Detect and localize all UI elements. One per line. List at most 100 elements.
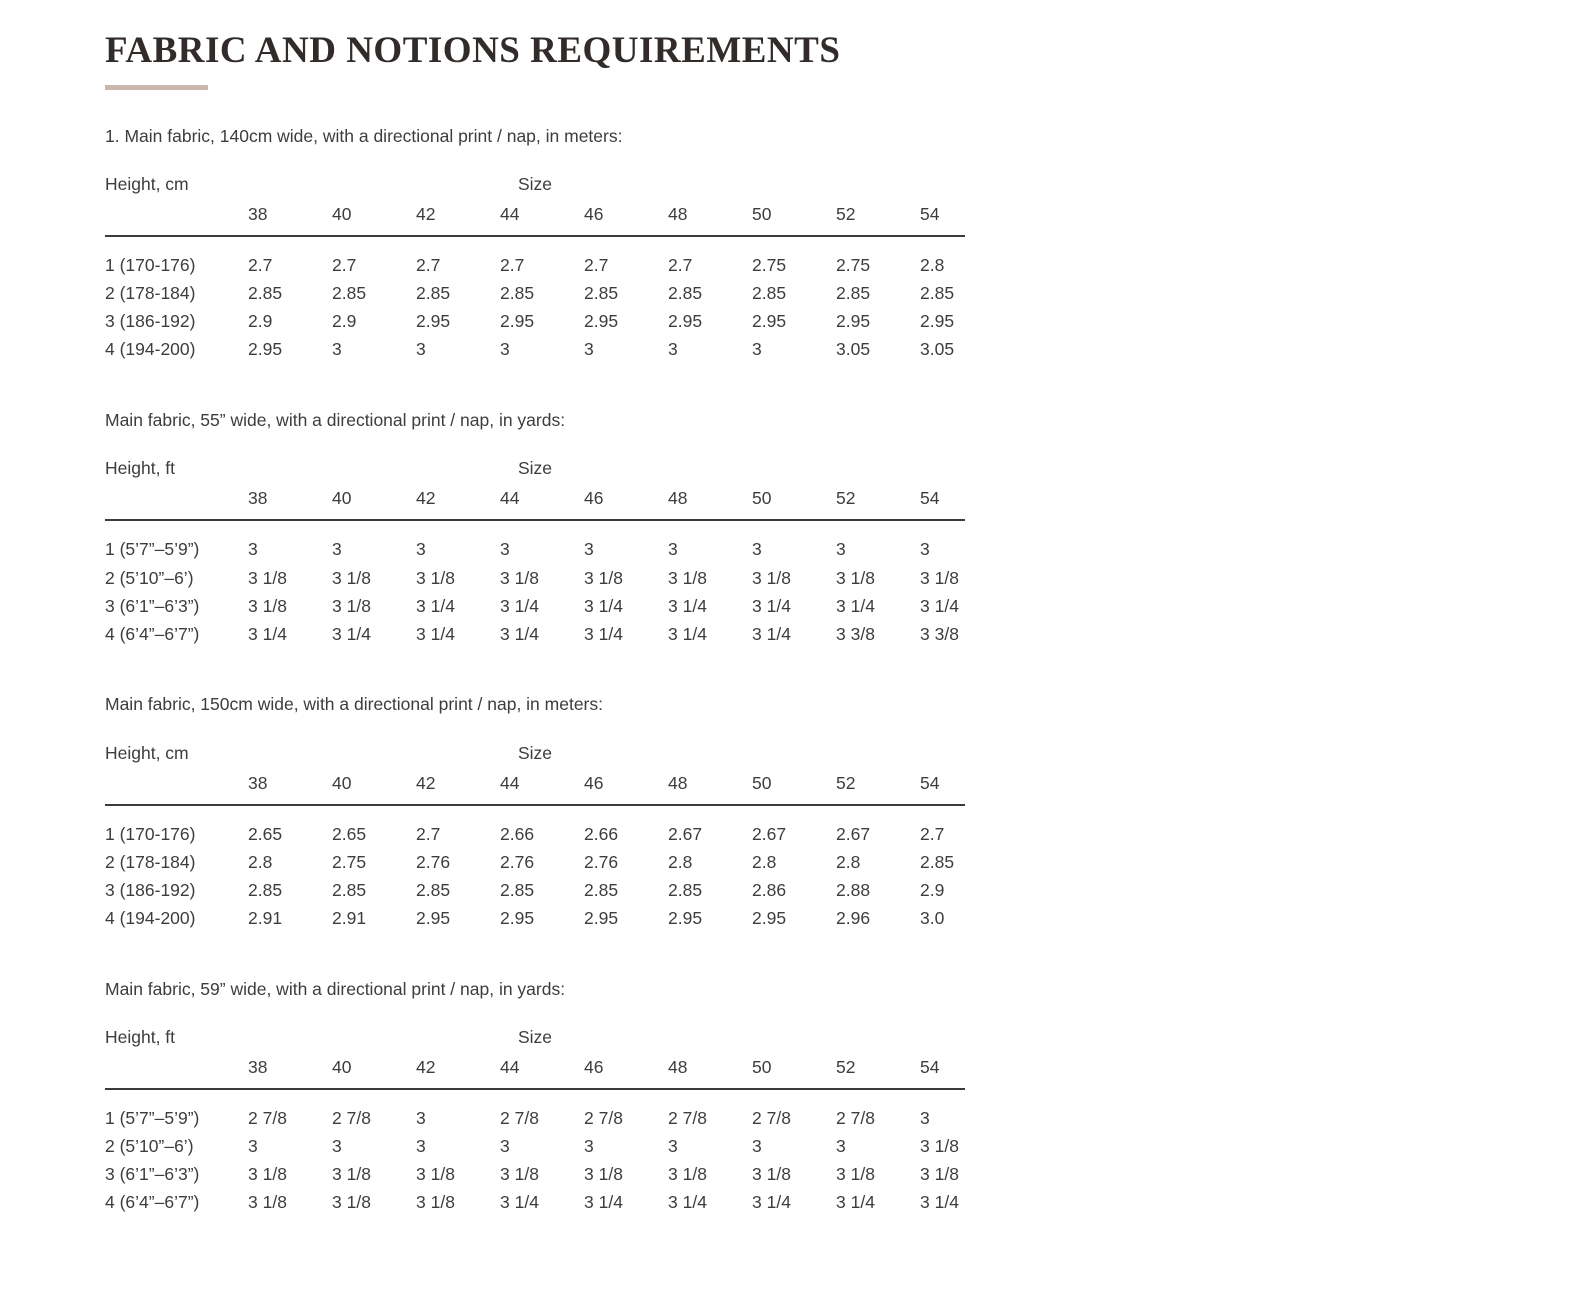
value-cell: 2.7 [416,255,441,276]
value-cell: 3 1/4 [752,623,791,644]
table-body: 1 (5’7”–5’9”) 2 7/8 2 7/8 3 2 7/8 2 7/8 2 7/8 2… [105,1089,965,1217]
size-header-cell: 42 [416,1055,500,1091]
value-cell: 3 1/8 [668,1164,707,1185]
size-header-cell: 44 [500,1055,584,1091]
value-cell: 3 1/4 [416,623,455,644]
size-header-row: 38 40 42 44 46 48 50 52 54 [105,486,965,522]
size-header-cell: 42 [416,770,500,806]
value-cell: 3 1/4 [668,1192,707,1213]
size-header-cell: 40 [332,202,416,238]
table-header-line: Height, cm Size [105,174,965,202]
value-cell: 2.95 [920,311,955,332]
value-cell: 2.67 [668,823,703,844]
value-cell: 2.95 [416,311,451,332]
height-label: Height, cm [105,742,189,763]
size-header-row: 38 40 42 44 46 48 50 52 54 [105,770,965,806]
value-cell: 2.95 [752,908,787,929]
fabric-requirements-section: Main fabric, 59” wide, with a directiona… [105,977,1588,1217]
value-cell: 2.76 [416,851,451,872]
size-header-cell: 52 [836,1055,920,1091]
value-cell: 2 7/8 [500,1108,539,1129]
size-header-cell: 46 [584,770,668,806]
value-cell: 2.75 [752,255,787,276]
value-cell: 2.91 [332,908,367,929]
value-cell: 3 1/4 [752,595,791,616]
size-header-cell: 52 [836,770,920,806]
value-cell: 2.7 [920,823,945,844]
value-cell: 2.86 [752,879,787,900]
size-label: Size [517,174,553,195]
value-cell: 3 [416,1136,426,1157]
height-label: Height, ft [105,1027,176,1048]
table-row: 3 (186-192) 2.85 2.85 2.85 2.85 2.85 2.85 2.86 2… [105,876,965,904]
section-intro: Main fabric, 59” wide, with a directiona… [105,978,566,999]
value-cell: 2.8 [752,851,777,872]
value-cell: 2.96 [836,908,871,929]
size-header-cell: 48 [668,486,752,522]
value-cell: 2.91 [248,908,283,929]
height-column-spacer [105,202,248,238]
size-header-cell: 48 [668,770,752,806]
value-cell: 2.95 [752,311,787,332]
value-cell: 3 1/4 [920,595,959,616]
value-cell: 3 1/8 [248,567,287,588]
value-cell: 3 3/8 [920,623,959,644]
value-cell: 3 [416,339,426,360]
value-cell: 3 [248,539,258,560]
size-header-cell: 50 [752,202,836,238]
value-cell: 2.8 [668,851,693,872]
table-row: 1 (170-176) 2.65 2.65 2.7 2.66 2.66 2.67 2.67 2.… [105,805,965,849]
size-header-cell: 54 [920,486,965,522]
value-cell: 2.95 [584,311,619,332]
value-cell: 3 [500,539,510,560]
height-range-cell: 2 (178-184) [105,851,196,872]
value-cell: 2.9 [248,311,273,332]
value-cell: 3 1/4 [836,595,875,616]
value-cell: 3 1/4 [584,1192,623,1213]
value-cell: 3 [416,1108,426,1129]
size-header-cell: 40 [332,770,416,806]
value-cell: 2.95 [668,311,703,332]
value-cell: 3 1/4 [500,623,539,644]
value-cell: 3 [836,539,846,560]
value-cell: 2 7/8 [668,1108,707,1129]
value-cell: 3 1/8 [500,1164,539,1185]
size-header-cell: 52 [836,486,920,522]
page-title: FABRIC AND NOTIONS REQUIREMENTS [105,30,841,71]
value-cell: 2.95 [500,311,535,332]
value-cell: 3 1/8 [248,595,287,616]
value-cell: 2.75 [836,255,871,276]
value-cell: 3 1/8 [332,1192,371,1213]
section-intro: Main fabric, 55” wide, with a directiona… [105,409,566,430]
height-column-spacer [105,1055,248,1091]
value-cell: 3 1/8 [920,567,959,588]
table-header-line: Height, ft Size [105,1027,965,1055]
table-header-line: Height, cm Size [105,743,965,771]
value-cell: 3 1/4 [500,1192,539,1213]
size-header-cell: 50 [752,770,836,806]
value-cell: 2.65 [332,823,367,844]
size-header-cell: 46 [584,202,668,238]
size-header-cell: 40 [332,1055,416,1091]
value-cell: 2.85 [416,283,451,304]
section-intro: 1. Main fabric, 140cm wide, with a direc… [105,125,623,146]
size-header-cell: 44 [500,202,584,238]
size-header-cell: 44 [500,770,584,806]
height-range-cell: 1 (5’7”–5’9”) [105,1108,200,1129]
value-cell: 3 1/8 [500,567,539,588]
size-header-cell: 40 [332,486,416,522]
height-range-cell: 3 (6’1”–6’3”) [105,1164,200,1185]
height-range-cell: 4 (6’4”–6’7”) [105,623,200,644]
value-cell: 2.85 [332,879,367,900]
value-cell: 3 1/8 [920,1136,959,1157]
size-header-cell: 42 [416,202,500,238]
value-cell: 2.7 [584,255,609,276]
value-cell: 3 [584,1136,594,1157]
size-header-cell: 46 [584,486,668,522]
section-intro: Main fabric, 150cm wide, with a directio… [105,694,603,715]
size-header-cell: 38 [248,202,332,238]
value-cell: 2.7 [248,255,273,276]
fabric-requirements-section: Main fabric, 150cm wide, with a directio… [105,692,1588,932]
value-cell: 3 [500,339,510,360]
value-cell: 2.95 [668,908,703,929]
